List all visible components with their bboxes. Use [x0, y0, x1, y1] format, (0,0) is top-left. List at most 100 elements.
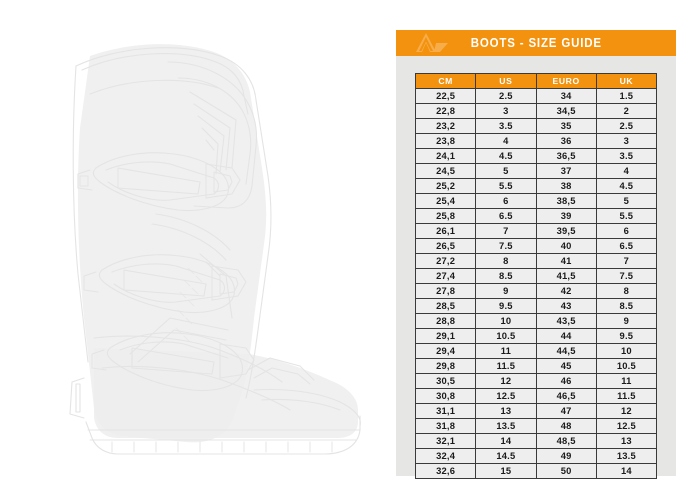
table-row: 26,5 7.5 40 6.5: [414, 238, 658, 254]
table-cell: 11.5: [475, 358, 537, 374]
table-cell: 31,1: [414, 403, 477, 419]
table-row: 23,2 3.5 35 2.5: [414, 118, 658, 134]
table-cell: 39: [535, 208, 597, 224]
table-row: 29,1 10.5 44 9.5: [414, 328, 658, 344]
table-cell: 43: [535, 298, 597, 314]
table-cell: 5: [595, 193, 658, 209]
page-title: BOOTS - SIZE GUIDE: [470, 36, 602, 50]
table-cell: 23,8: [414, 133, 477, 149]
table-cell: 24,1: [414, 148, 477, 164]
table-row: 29,4 11 44,5 10: [414, 343, 658, 359]
table-cell: 8: [595, 283, 658, 299]
table-row: 29,8 11.5 45 10.5: [414, 358, 658, 374]
boot-shadow-fill: [77, 44, 358, 443]
table-cell: 47: [535, 403, 597, 419]
table-cell: 6: [595, 223, 658, 239]
table-cell: 22,8: [414, 103, 477, 119]
table-cell: 12.5: [475, 388, 537, 404]
table-cell: 8: [475, 253, 537, 269]
table-cell: 30,5: [414, 373, 477, 389]
table-row: 24,1 4.5 36,5 3.5: [414, 148, 658, 164]
table-cell: 4.5: [595, 178, 658, 194]
table-cell: 8.5: [595, 298, 658, 314]
table-row: 22,8 3 34,5 2: [414, 103, 658, 119]
table-cell: 49: [535, 448, 597, 464]
table-cell: 10: [595, 343, 658, 359]
table-cell: 30,8: [414, 388, 477, 404]
table-cell: 4: [475, 133, 537, 149]
table-cell: 6.5: [595, 238, 658, 254]
table-cell: 32,1: [414, 433, 477, 449]
table-cell: 13.5: [475, 418, 537, 434]
table-cell: 32,4: [414, 448, 477, 464]
table-cell: 29,8: [414, 358, 477, 374]
table-cell: 3: [475, 103, 537, 119]
size-guide-header: BOOTS - SIZE GUIDE: [396, 30, 676, 56]
table-cell: 34,5: [535, 103, 597, 119]
table-cell: 39,5: [535, 223, 597, 239]
table-cell: 6.5: [475, 208, 537, 224]
table-cell: 3.5: [475, 118, 537, 134]
table-cell: 7.5: [595, 268, 658, 284]
table-row: 26,1 7 39,5 6: [414, 223, 658, 239]
table-cell: 9: [475, 283, 537, 299]
table-cell: 9.5: [595, 328, 658, 344]
column-header-cm: CM: [414, 73, 477, 89]
table-cell: 6: [475, 193, 537, 209]
table-cell: 26,1: [414, 223, 477, 239]
table-cell: 45: [535, 358, 597, 374]
table-cell: 32,6: [414, 463, 477, 479]
table-row: 27,8 9 42 8: [414, 283, 658, 299]
table-row: 32,4 14.5 49 13.5: [414, 448, 658, 464]
table-cell: 27,8: [414, 283, 477, 299]
table-cell: 12.5: [595, 418, 658, 434]
table-cell: 2.5: [595, 118, 658, 134]
table-cell: 38: [535, 178, 597, 194]
table-row: 30,8 12.5 46,5 11.5: [414, 388, 658, 404]
table-cell: 26,5: [414, 238, 477, 254]
table-cell: 8.5: [475, 268, 537, 284]
table-cell: 13: [595, 433, 658, 449]
column-header-euro: EURO: [535, 73, 597, 89]
table-cell: 24,5: [414, 163, 477, 179]
size-conversion-table: CM US EURO UK 22,5 2.5 34 1.5 22,8 3 34,5 2 23,2…: [414, 73, 658, 479]
table-cell: 10: [475, 313, 537, 329]
table-cell: 41,5: [535, 268, 597, 284]
table-row: 25,4 6 38,5 5: [414, 193, 658, 209]
table-cell: 13.5: [595, 448, 658, 464]
table-row: 24,5 5 37 4: [414, 163, 658, 179]
motocross-boot-illustration: [18, 18, 378, 478]
table-row: 22,5 2.5 34 1.5: [414, 88, 658, 104]
table-row: 31,8 13.5 48 12.5: [414, 418, 658, 434]
table-cell: 36: [535, 133, 597, 149]
table-cell: 25,8: [414, 208, 477, 224]
table-cell: 44,5: [535, 343, 597, 359]
alpinestars-a-logo-icon: [396, 30, 454, 56]
table-row: 27,4 8.5 41,5 7.5: [414, 268, 658, 284]
table-cell: 1.5: [595, 88, 658, 104]
table-cell: 27,2: [414, 253, 477, 269]
table-cell: 10.5: [595, 358, 658, 374]
table-row: 32,1 14 48,5 13: [414, 433, 658, 449]
table-cell: 25,4: [414, 193, 477, 209]
table-cell: 12: [595, 403, 658, 419]
table-cell: 31,8: [414, 418, 477, 434]
table-cell: 50: [535, 463, 597, 479]
table-cell: 7: [595, 253, 658, 269]
table-cell: 14: [595, 463, 658, 479]
table-cell: 48: [535, 418, 597, 434]
table-cell: 14.5: [475, 448, 537, 464]
table-cell: 23,2: [414, 118, 477, 134]
table-cell: 37: [535, 163, 597, 179]
table-cell: 43,5: [535, 313, 597, 329]
table-cell: 10.5: [475, 328, 537, 344]
table-cell: 46: [535, 373, 597, 389]
table-cell: 42: [535, 283, 597, 299]
table-cell: 3: [595, 133, 658, 149]
table-cell: 2.5: [475, 88, 537, 104]
table-cell: 22,5: [414, 88, 477, 104]
table-row: 32,6 15 50 14: [414, 463, 658, 479]
table-row: 27,2 8 41 7: [414, 253, 658, 269]
table-cell: 44: [535, 328, 597, 344]
